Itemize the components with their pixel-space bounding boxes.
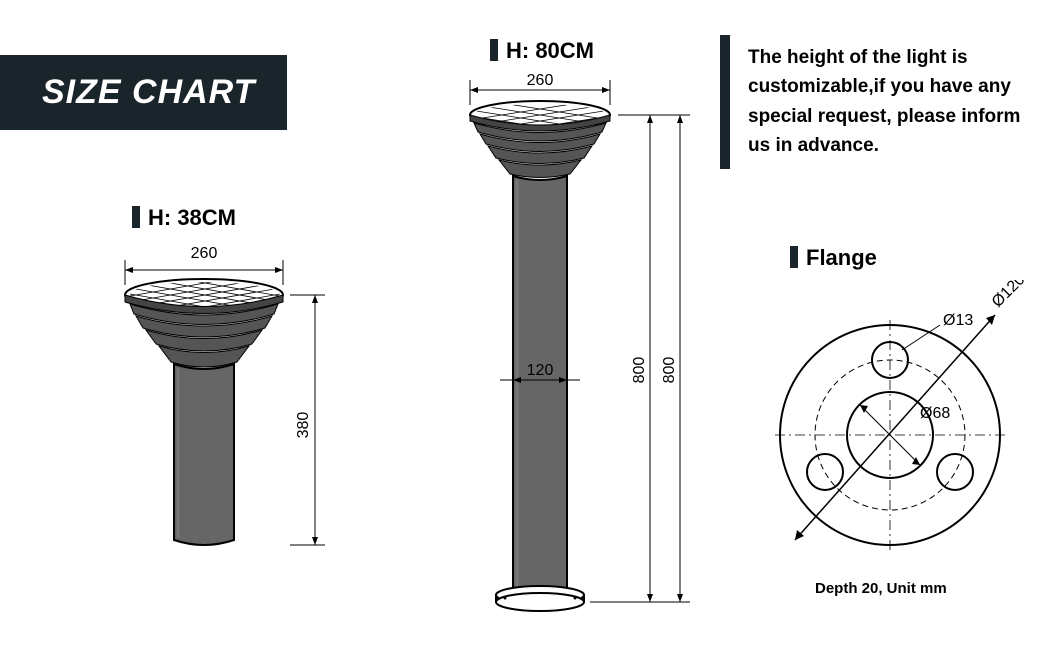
flange-caption: Depth 20, Unit mm: [815, 580, 947, 597]
dim-800-a: 800: [631, 357, 648, 384]
customization-note: The height of the light is customizable,…: [720, 35, 1030, 169]
flange-drawing: Ø120 Ø13 Ø68: [740, 280, 1040, 580]
dim-260: 260: [191, 245, 218, 262]
dim-260-tall: 260: [527, 72, 554, 89]
dim-120: 120: [527, 362, 554, 379]
label-h38: H: 38CM: [132, 205, 236, 231]
dim-380: 380: [295, 412, 312, 439]
dim-o120: Ø120: [989, 280, 1029, 311]
light-tall-drawing: 260 120 800 800: [430, 70, 720, 640]
size-chart-title: SIZE CHART: [0, 55, 287, 130]
dim-o13: Ø13: [943, 312, 973, 329]
label-flange: Flange: [790, 245, 877, 271]
light-short-drawing: 260 380: [80, 240, 360, 570]
label-h80: H: 80CM: [490, 38, 594, 64]
dim-o68: Ø68: [920, 405, 950, 422]
dim-800-b: 800: [661, 357, 678, 384]
